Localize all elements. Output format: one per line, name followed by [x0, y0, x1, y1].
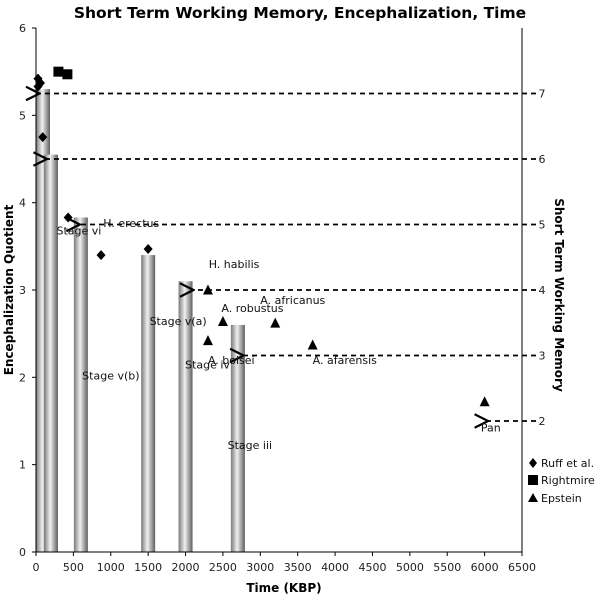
y2-tick-label: 4 — [539, 284, 546, 297]
square-marker-icon — [528, 475, 538, 485]
stage-label: Stage iii — [228, 439, 272, 452]
y-tick-label: 4 — [19, 197, 26, 210]
chart-title: Short Term Working Memory, Encephalizati… — [74, 4, 526, 22]
x-axis-label: Time (KBP) — [246, 581, 321, 595]
y2-ticks: 2 3 4 5 6 7 — [522, 88, 546, 428]
x-tick-label: 5500 — [433, 561, 461, 574]
svg-text:Ruff et al.: Ruff et al. — [541, 457, 594, 470]
y-tick-label: 6 — [19, 22, 26, 35]
stage-bar — [230, 324, 245, 552]
y2-tick-label: 7 — [539, 88, 546, 101]
legend-item-epstein: Epstein — [528, 492, 582, 505]
diamond-marker-icon — [529, 458, 537, 468]
epstein-point — [270, 317, 281, 328]
x-tick-label: 2000 — [172, 561, 200, 574]
stage-bar — [178, 281, 193, 552]
x-ticks: 0 500 1000 1500 2000 2500 3000 3500 4000 4500 5000… — [33, 552, 536, 574]
legend-item-ruff: Ruff et al. — [529, 457, 594, 470]
annotation-h-erectus: H. erectus — [103, 217, 159, 230]
stage-bar — [73, 217, 88, 552]
x-tick-label: 0 — [33, 561, 40, 574]
stwm-arrows — [39, 94, 536, 422]
ruff-et-al-point — [143, 243, 153, 254]
x-tick-label: 2500 — [209, 561, 237, 574]
legend: Ruff et al. Rightmire Epstein — [528, 457, 595, 505]
y2-tick-label: 6 — [539, 153, 546, 166]
x-tick-label: 4500 — [358, 561, 386, 574]
y2-tick-label: 2 — [539, 415, 546, 428]
epstein-point — [307, 339, 318, 350]
data-points — [33, 66, 490, 407]
y-tick-label: 1 — [19, 459, 26, 472]
annotation-a-robustus: A. robustus — [221, 302, 283, 315]
y-tick-label: 5 — [19, 109, 26, 122]
ruff-et-al-point — [96, 250, 106, 261]
y2-tick-label: 3 — [539, 350, 546, 363]
x-tick-label: 6500 — [508, 561, 536, 574]
triangle-marker-icon — [528, 493, 538, 502]
epstein-point — [202, 284, 213, 295]
y-tick-label: 0 — [19, 546, 26, 559]
legend-item-rightmire: Rightmire — [528, 474, 595, 487]
stage-bar — [141, 255, 156, 553]
y-tick-label: 2 — [19, 371, 26, 384]
x-tick-label: 3000 — [246, 561, 274, 574]
stage-label: Stage vi — [57, 225, 102, 238]
annotation-a-africanus: A. africanus — [260, 294, 325, 307]
x-tick-label: 5000 — [396, 561, 424, 574]
annotation-h-habilis: H. habilis — [209, 258, 260, 271]
y-axis-label: Encephalization Quotient — [2, 204, 16, 375]
x-tick-label: 500 — [63, 561, 84, 574]
epstein-point — [202, 335, 213, 346]
svg-text:Epstein: Epstein — [541, 492, 582, 505]
stage-label: Stage iv — [185, 358, 230, 371]
rightmire-point — [62, 69, 73, 80]
stage-bar — [43, 154, 58, 552]
x-tick-label: 1000 — [97, 561, 125, 574]
x-tick-label: 4000 — [321, 561, 349, 574]
ruff-et-al-point — [35, 78, 45, 89]
y-ticks: 0 1 2 3 4 5 6 — [19, 22, 36, 559]
stage-bars — [36, 89, 245, 553]
x-tick-label: 3500 — [284, 561, 312, 574]
epstein-point — [217, 315, 228, 326]
svg-text:Rightmire: Rightmire — [541, 474, 595, 487]
stage-label: Stage v(b) — [82, 370, 139, 383]
epstein-point — [479, 396, 490, 407]
ruff-et-al-point — [38, 132, 48, 143]
annotation-a-afarensis: A. afarensis — [313, 354, 377, 367]
y2-tick-label: 5 — [539, 219, 546, 232]
annotation-pan: Pan — [481, 421, 501, 434]
x-tick-label: 1500 — [134, 561, 162, 574]
ruff-et-al-point — [63, 212, 73, 223]
x-tick-label: 6000 — [471, 561, 499, 574]
annotation-a-boisei: A. boisei — [208, 354, 255, 367]
y2-axis-label: Short Term Working Memory — [552, 198, 566, 392]
rightmire-point — [53, 66, 64, 77]
y-tick-label: 3 — [19, 284, 26, 297]
stage-label: Stage v(a) — [150, 315, 207, 328]
